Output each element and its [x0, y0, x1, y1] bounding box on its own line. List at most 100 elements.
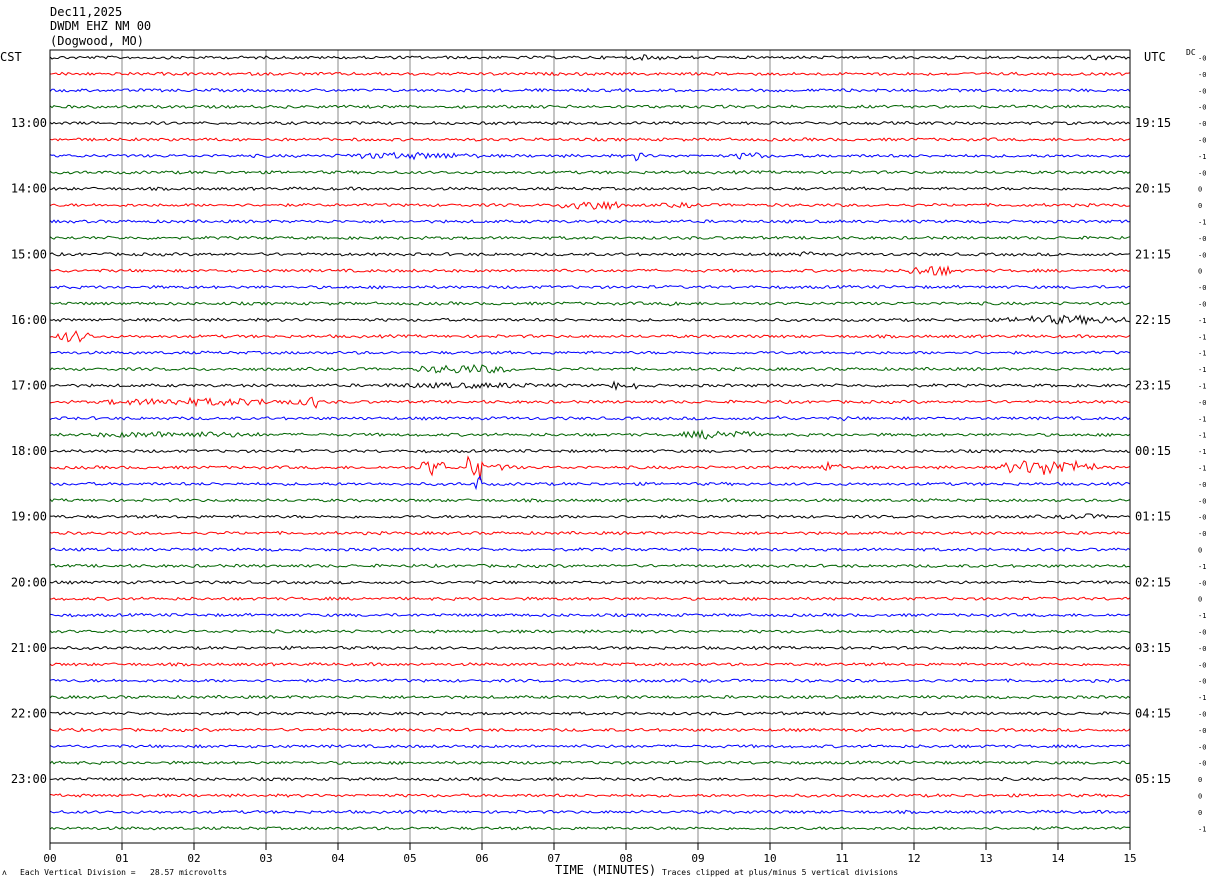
trace-42: [49, 743, 1131, 749]
dc-offset-label: -0: [1198, 71, 1206, 79]
station-location: (Dogwood, MO): [50, 34, 144, 48]
trace-10: [49, 219, 1131, 224]
trace-4: [49, 120, 1131, 126]
dc-offset-label: -0: [1198, 169, 1206, 177]
trace-36: [49, 645, 1131, 651]
x-tick-label: 10: [763, 852, 776, 865]
trace-26: [49, 475, 1131, 491]
trace-21: [49, 396, 1130, 409]
trace-45: [49, 793, 1131, 798]
dc-offset-label: -0: [1198, 661, 1206, 669]
trace-27: [49, 498, 1131, 503]
dc-offset-label: -0: [1198, 137, 1206, 145]
dc-offset-label: -0: [1198, 284, 1206, 292]
dc-offset-label: -1: [1198, 825, 1206, 833]
x-tick-label: 03: [259, 852, 272, 865]
x-tick-label: 11: [835, 852, 848, 865]
plot-date: Dec11,2025: [50, 5, 123, 19]
dc-offset-label: -0: [1198, 87, 1206, 95]
trace-32: [49, 580, 1131, 585]
dc-offset-label: 0: [1198, 268, 1202, 276]
trace-38: [49, 678, 1131, 684]
trace-19: [49, 363, 1131, 374]
dc-offset-label: -1: [1198, 153, 1206, 161]
trace-30: [49, 547, 1131, 552]
right-hour-label: 20:15: [1135, 182, 1171, 196]
dc-offset-label: -1: [1198, 219, 1206, 227]
trace-14: [49, 284, 1131, 290]
right-hour-label: 03:15: [1135, 641, 1171, 655]
right-hour-label: 22:15: [1135, 313, 1171, 327]
hour-labels: 13:00 14:00 15:00 16:00 17:00 18:00 19:00 20:00…: [11, 116, 1171, 786]
dc-offset-label: -1: [1198, 694, 1206, 702]
dc-offset-label: 0: [1198, 547, 1202, 555]
dc-offset-label: -0: [1198, 514, 1206, 522]
x-tick-label: 13: [979, 852, 992, 865]
left-hour-label: 20:00: [11, 575, 47, 589]
right-timezone-label: UTC: [1144, 50, 1166, 64]
dc-offset-label: -0: [1198, 481, 1206, 489]
x-tick-label: 02: [187, 852, 200, 865]
dc-offset-labels: -0 -0 -0 -0 -0 -0 -1 -0 0 0 -1 -0 -0 0 -0 -0 -1 -1 -1 -1 -1 -…: [1198, 55, 1206, 834]
right-hour-label: 19:15: [1135, 116, 1171, 130]
dc-offset-label: -0: [1198, 301, 1206, 309]
trace-6: [49, 151, 1131, 162]
dc-offset-label: -0: [1198, 727, 1206, 735]
dc-offset-label: -1: [1198, 432, 1206, 440]
left-timezone-label: CST: [0, 50, 22, 64]
right-hour-label: 23:15: [1135, 379, 1171, 393]
trace-39: [49, 694, 1131, 700]
right-hour-label: 05:15: [1135, 772, 1171, 786]
dc-offset-label: -0: [1198, 251, 1206, 259]
trace-18: [49, 350, 1131, 355]
x-tick-label: 05: [403, 852, 416, 865]
trace-7: [49, 169, 1131, 175]
dc-offset-label: -1: [1198, 563, 1206, 571]
dc-offset-label: -1: [1198, 366, 1206, 374]
dc-offset-label: 0: [1198, 202, 1202, 210]
dc-offset-label: 0: [1198, 596, 1202, 604]
trace-43: [49, 760, 1131, 766]
x-tick-label: 08: [619, 852, 632, 865]
x-tick-label: 06: [475, 852, 488, 865]
dc-offset-label: 0: [1198, 776, 1202, 784]
vertical-scale-note: Each Vertical Division = 28.57 microvolt…: [20, 868, 228, 877]
trace-31: [49, 563, 1131, 569]
right-hour-label: 02:15: [1135, 575, 1171, 589]
dc-offset-label: -1: [1198, 350, 1206, 358]
trace-23: [49, 429, 1131, 440]
right-hour-label: 01:15: [1135, 510, 1171, 524]
dc-offset-label: -0: [1198, 104, 1206, 112]
left-hour-label: 18:00: [11, 444, 47, 458]
x-tick-label: 04: [331, 852, 345, 865]
x-tick-label: 14: [1051, 852, 1065, 865]
trace-22: [49, 415, 1131, 422]
trace-28: [49, 513, 1131, 520]
dc-offset-label: -1: [1198, 415, 1206, 423]
trace-40: [49, 711, 1131, 716]
right-hour-label: 00:15: [1135, 444, 1171, 458]
left-hour-label: 19:00: [11, 510, 47, 524]
trace-46: [49, 809, 1131, 815]
trace-44: [50, 776, 1131, 782]
x-axis-title: TIME (MINUTES): [555, 863, 657, 877]
dc-offset-label: -0: [1198, 645, 1206, 653]
left-hour-label: 15:00: [11, 247, 47, 261]
dc-offset-label: -0: [1198, 579, 1206, 587]
dc-offset-label: -0: [1198, 711, 1206, 719]
dc-offset-label: -0: [1198, 678, 1206, 686]
trace-0: [49, 54, 1131, 62]
trace-34: [49, 612, 1131, 618]
dc-offset-label: 0: [1198, 186, 1202, 194]
trace-35: [49, 629, 1131, 634]
x-tick-label: 12: [907, 852, 920, 865]
dc-offset-label: -1: [1198, 383, 1206, 391]
trace-3: [49, 104, 1131, 109]
right-hour-label: 04:15: [1135, 707, 1171, 721]
left-hour-label: 17:00: [11, 379, 47, 393]
x-tick-label: 15: [1123, 852, 1136, 865]
dc-offset-label: -1: [1198, 612, 1206, 620]
trace-5: [49, 137, 1131, 142]
x-tick-label: 07: [547, 852, 560, 865]
